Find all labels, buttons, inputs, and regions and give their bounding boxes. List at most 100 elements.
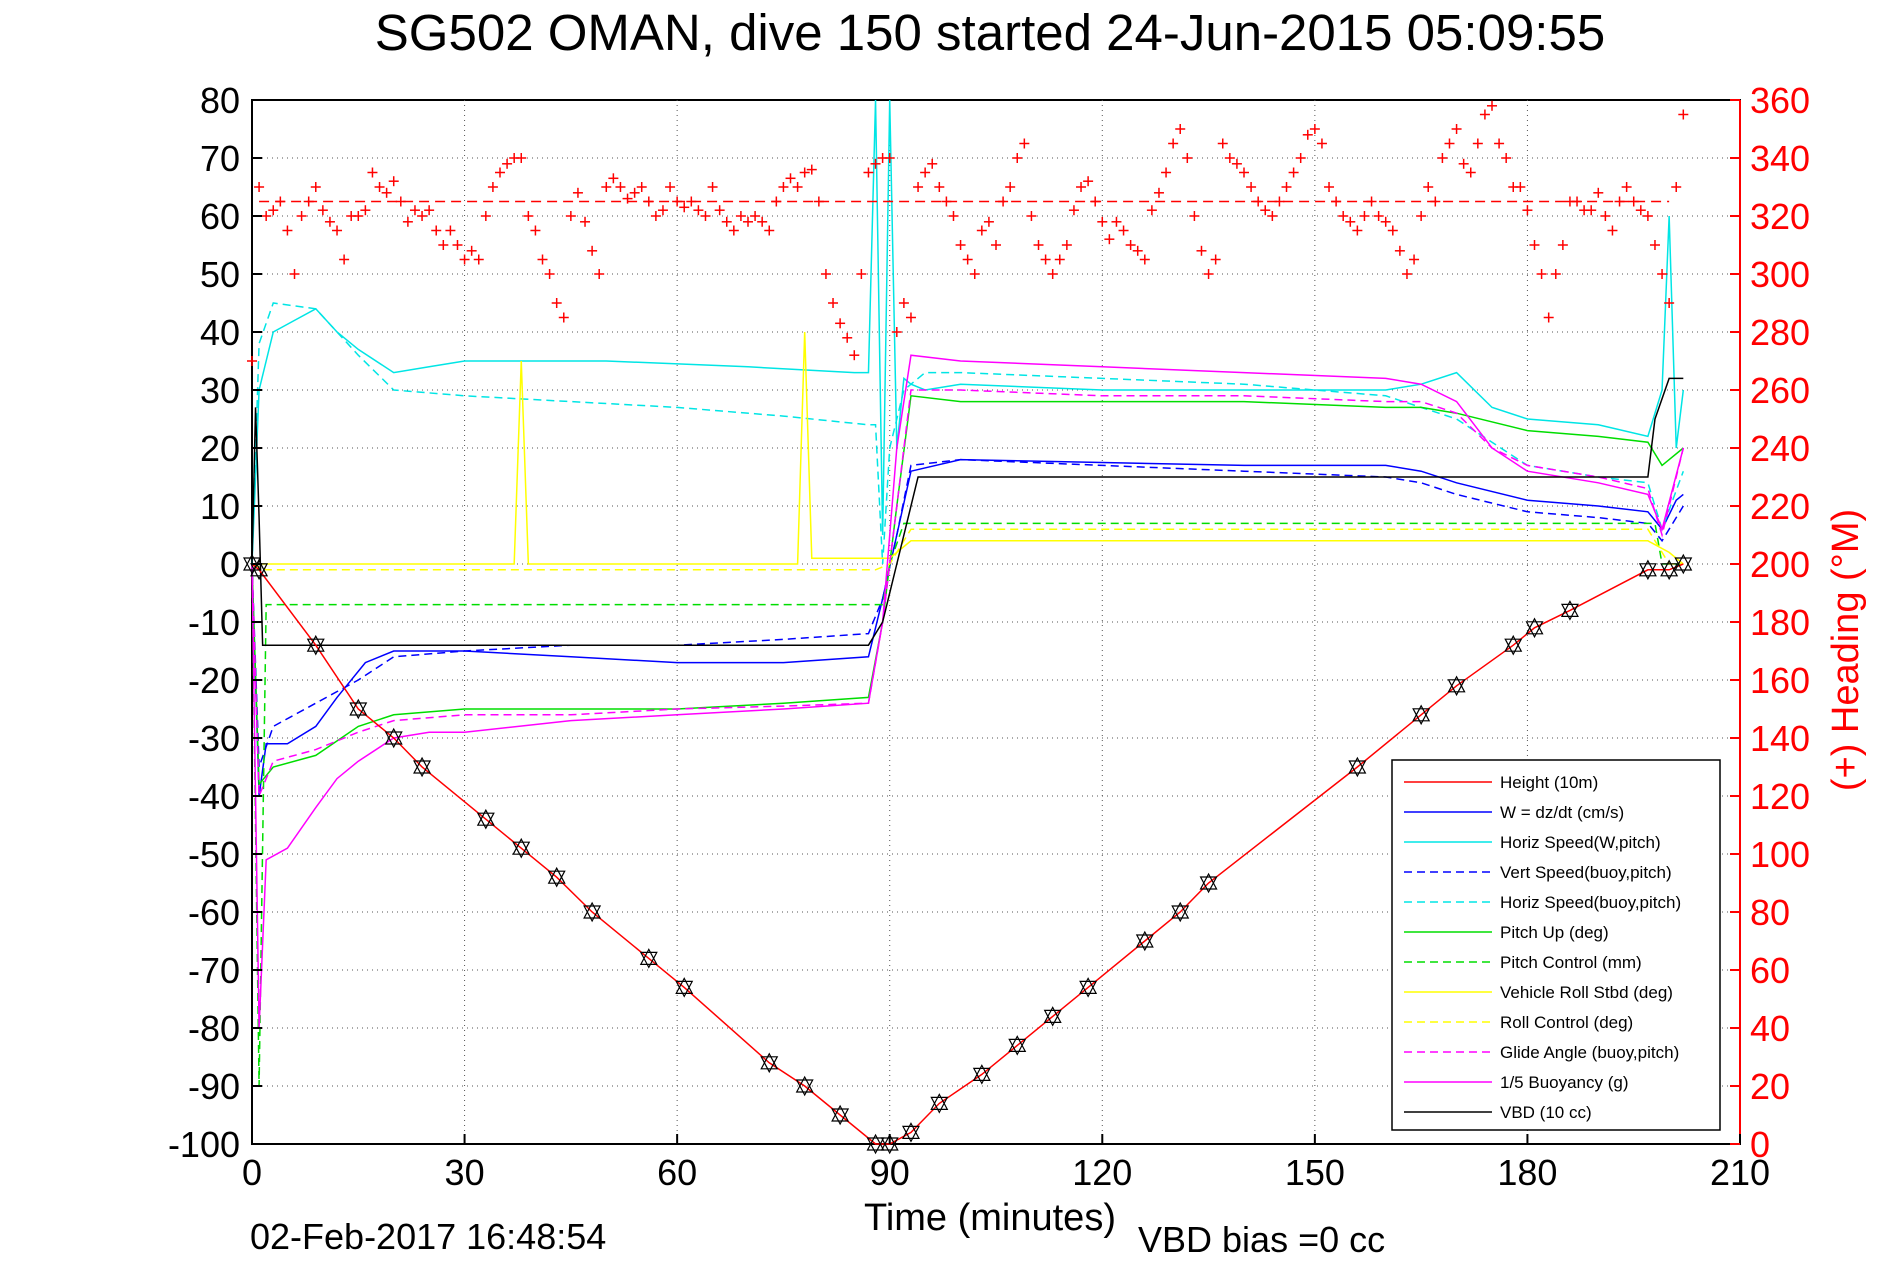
heading-point — [1217, 138, 1228, 149]
heading-point — [643, 196, 654, 207]
heading-point — [1487, 100, 1497, 111]
heading-point — [516, 153, 527, 163]
heading-point — [1231, 158, 1242, 169]
heading-point — [1451, 124, 1462, 134]
heading-point — [487, 182, 498, 192]
heading-point — [1494, 138, 1505, 149]
heading-point — [1593, 187, 1604, 198]
heading-point — [1600, 211, 1611, 221]
heading-point — [324, 216, 335, 227]
heading-point — [282, 225, 293, 236]
heading-point — [438, 240, 449, 250]
x-tick-label: 150 — [1285, 1152, 1345, 1193]
heading-point — [1472, 138, 1483, 149]
y-tick-label: -80 — [188, 1008, 240, 1049]
heading-point — [1550, 269, 1561, 279]
height-marker-up — [1660, 559, 1679, 577]
heading-point — [452, 240, 463, 250]
y2-tick-label: 0 — [1750, 1124, 1770, 1165]
heading-point — [856, 269, 867, 279]
heading-point — [409, 205, 420, 216]
height-marker-down — [1447, 679, 1466, 697]
y2-tick-label: 40 — [1750, 1008, 1790, 1049]
heading-point — [445, 225, 456, 236]
heading-point — [1529, 240, 1540, 250]
heading-point — [1302, 129, 1313, 140]
heading-point — [1416, 211, 1427, 221]
heading-point — [1260, 205, 1271, 216]
height-marker-up — [1638, 559, 1657, 577]
heading-point — [381, 187, 392, 198]
heading-point — [1515, 182, 1526, 192]
heading-point — [962, 254, 973, 265]
x-tick-label: 90 — [870, 1152, 910, 1193]
y-tick-label: -40 — [188, 776, 240, 817]
x-tick-label: 60 — [657, 1152, 697, 1193]
series-line-6 — [251, 522, 1684, 1087]
height-marker-down — [349, 702, 368, 720]
heading-point — [317, 205, 328, 216]
height-marker-up — [1504, 634, 1523, 652]
heading-point — [842, 332, 853, 343]
y2-tick-label: 120 — [1750, 776, 1810, 817]
legend-label: Horiz Speed(W,pitch) — [1500, 833, 1661, 852]
height-marker-up — [1447, 675, 1466, 693]
y-tick-label: -50 — [188, 834, 240, 875]
heading-point — [920, 167, 931, 178]
heading-point — [1005, 182, 1016, 192]
height-marker-down — [1504, 638, 1523, 656]
heading-point — [1168, 138, 1179, 149]
heading-point — [1224, 153, 1235, 163]
height-marker-up — [880, 1133, 899, 1151]
height-marker-up — [1525, 617, 1544, 635]
heading-point — [870, 158, 881, 169]
height-marker-up — [1171, 901, 1190, 919]
heading-point — [1557, 240, 1568, 250]
height-marker-down — [972, 1067, 991, 1085]
heading-point — [1118, 225, 1129, 236]
heading-layer — [247, 100, 1689, 366]
heading-point — [1040, 254, 1051, 265]
heading-point — [523, 211, 534, 221]
y-tick-label: -30 — [188, 718, 240, 759]
heading-point — [1437, 153, 1448, 163]
height-marker-down — [306, 638, 325, 656]
height-marker-down — [384, 731, 403, 749]
heading-point — [1054, 254, 1065, 265]
heading-point — [1324, 182, 1335, 192]
height-marker-down — [1525, 621, 1544, 639]
heading-point — [927, 158, 938, 169]
legend-label: Pitch Up (deg) — [1500, 923, 1609, 942]
height-marker-down — [583, 905, 602, 923]
height-marker-down — [831, 1108, 850, 1126]
x-tick-label: 210 — [1710, 1152, 1770, 1193]
height-marker-up — [1043, 1006, 1062, 1024]
height-marker-up — [1674, 553, 1693, 571]
heading-point — [502, 158, 513, 169]
height-marker-up — [547, 866, 566, 884]
legend-box — [1391, 759, 1721, 1131]
heading-point — [1543, 312, 1554, 323]
y2-tick-label: 80 — [1750, 892, 1790, 933]
heading-point — [1083, 176, 1094, 187]
heading-point — [247, 356, 257, 366]
legend-label: Vehicle Roll Stbd (deg) — [1500, 983, 1673, 1002]
heading-point — [1430, 196, 1441, 207]
heading-point — [374, 182, 385, 192]
height-marker-up — [1079, 977, 1098, 995]
heading-point — [261, 211, 272, 221]
heading-point — [686, 196, 697, 207]
height-marker-down — [1560, 603, 1579, 621]
heading-point — [714, 205, 725, 216]
heading-point — [707, 182, 718, 192]
heading-point — [665, 182, 676, 192]
height-marker-up — [675, 977, 694, 995]
series-line-11 — [251, 377, 1684, 646]
heading-point — [572, 187, 583, 198]
height-marker-up — [1412, 704, 1431, 722]
heading-point — [1309, 124, 1320, 134]
heading-point — [1394, 245, 1405, 256]
heading-point — [1338, 211, 1349, 221]
heading-point — [1047, 269, 1058, 279]
height-marker-down — [1348, 760, 1367, 778]
